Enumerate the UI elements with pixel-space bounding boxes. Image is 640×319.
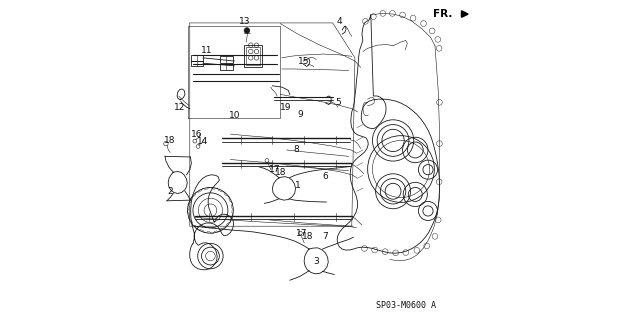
Text: 10: 10 [229, 111, 241, 120]
Text: 11: 11 [200, 46, 212, 55]
Text: 18: 18 [275, 168, 286, 177]
Text: 1: 1 [295, 181, 301, 190]
Text: 12: 12 [174, 103, 186, 112]
Bar [191, 55, 203, 61]
Text: FR.: FR. [433, 9, 452, 19]
Text: 18: 18 [302, 232, 314, 241]
Text: 8: 8 [294, 145, 300, 153]
Text: 6: 6 [322, 172, 328, 181]
Text: 14: 14 [196, 137, 208, 145]
Bar [244, 45, 262, 67]
Text: 18: 18 [164, 136, 176, 145]
Bar [191, 61, 203, 66]
Bar [220, 63, 233, 70]
Bar [220, 56, 233, 63]
Bar [246, 47, 260, 65]
Text: 19: 19 [280, 103, 291, 112]
Text: SP03-M0600 A: SP03-M0600 A [376, 301, 436, 310]
Circle shape [244, 28, 250, 33]
Text: 17: 17 [269, 165, 280, 174]
Text: 9: 9 [298, 110, 303, 119]
Text: 5: 5 [335, 98, 341, 107]
Text: 3: 3 [314, 257, 319, 266]
Text: 13: 13 [239, 18, 250, 26]
Text: 17: 17 [296, 229, 308, 238]
Text: 16: 16 [191, 130, 202, 139]
Text: 15: 15 [298, 57, 309, 66]
Text: 4: 4 [336, 17, 342, 26]
Text: 2: 2 [167, 187, 173, 197]
Text: 7: 7 [322, 232, 328, 241]
